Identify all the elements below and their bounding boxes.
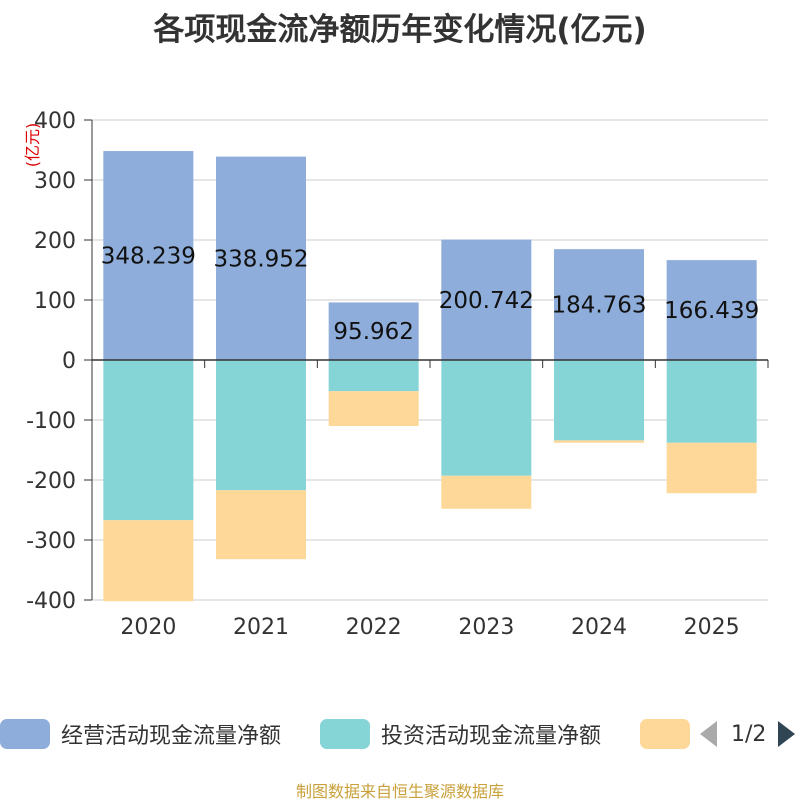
bar-operating-2024 (554, 249, 644, 360)
bar-operating-2022 (328, 302, 419, 360)
legend-pager: 1/2 (700, 716, 796, 752)
x-tick-label: 2022 (346, 615, 402, 640)
legend-item-financing[interactable] (640, 716, 690, 752)
bar-investing-2021 (216, 360, 306, 491)
pager-text: 1/2 (731, 721, 767, 747)
bar-investing-2022 (328, 360, 419, 392)
legend-label-investing: 投资活动现金流量净额 (381, 724, 602, 749)
bar-investing-2024 (554, 360, 644, 441)
bar-financing-2024 (554, 440, 644, 443)
footer-source: 制图数据来自恒生聚源数据库 (295, 782, 504, 801)
bar-operating-2025 (666, 260, 757, 360)
x-tick-label: 2023 (458, 615, 514, 640)
y-tick-label: 0 (62, 349, 76, 374)
bar-financing-2020 (103, 520, 194, 602)
data-label-2023: 200.742 (439, 288, 534, 314)
y-tick-label: 300 (34, 169, 76, 194)
x-tick-label: 2021 (233, 615, 289, 640)
bar-financing-2021 (216, 490, 306, 560)
y-tick-label: -100 (26, 409, 76, 434)
bar-investing-2025 (666, 360, 757, 443)
data-label-2024: 184.763 (551, 293, 646, 319)
x-tick-label: 2024 (571, 615, 627, 640)
x-tick-label: 2020 (120, 615, 176, 640)
y-tick-label: 200 (34, 229, 76, 254)
bar-investing-2020 (103, 360, 194, 521)
legend-swatch-investing (320, 719, 370, 749)
legend-item-operating[interactable]: 经营活动现金流量净额 (0, 716, 281, 752)
data-label-2021: 338.952 (213, 246, 308, 272)
data-label-2022: 95.962 (333, 319, 413, 345)
y-axis-label: (亿元) (23, 123, 42, 168)
y-tick-label: 100 (34, 289, 76, 314)
bar-financing-2023 (441, 475, 532, 509)
data-label-2020: 348.239 (101, 244, 196, 270)
legend-label-operating: 经营活动现金流量净额 (61, 724, 282, 749)
y-tick-label: -300 (26, 529, 76, 554)
bar-chart: 400 300 200 100 0 -100 -200 -300 -400 (亿元) 348.239… (23, 109, 769, 640)
legend: 经营活动现金流量净额 投资活动现金流量净额 1/2 (0, 716, 800, 752)
y-tick-label: -400 (26, 589, 76, 614)
bar-financing-2022 (328, 391, 419, 426)
legend-item-investing[interactable]: 投资活动现金流量净额 (320, 716, 601, 752)
data-label-2025: 166.439 (664, 298, 759, 324)
bar-operating-2021 (216, 156, 306, 360)
bar-operating-2020 (103, 151, 194, 360)
chart-title: 各项现金流净额历年变化情况(亿元) (153, 12, 647, 48)
y-tick-label: -200 (26, 469, 76, 494)
pager-next-icon[interactable] (778, 721, 796, 747)
bar-financing-2025 (666, 442, 757, 494)
bar-operating-2023 (441, 239, 532, 360)
pager-prev-icon[interactable] (700, 721, 717, 747)
legend-swatch-financing (640, 719, 690, 749)
y-tick-label: 400 (34, 109, 76, 134)
bar-investing-2023 (441, 360, 532, 476)
legend-swatch-operating (0, 719, 50, 749)
x-tick-label: 2025 (684, 615, 740, 640)
